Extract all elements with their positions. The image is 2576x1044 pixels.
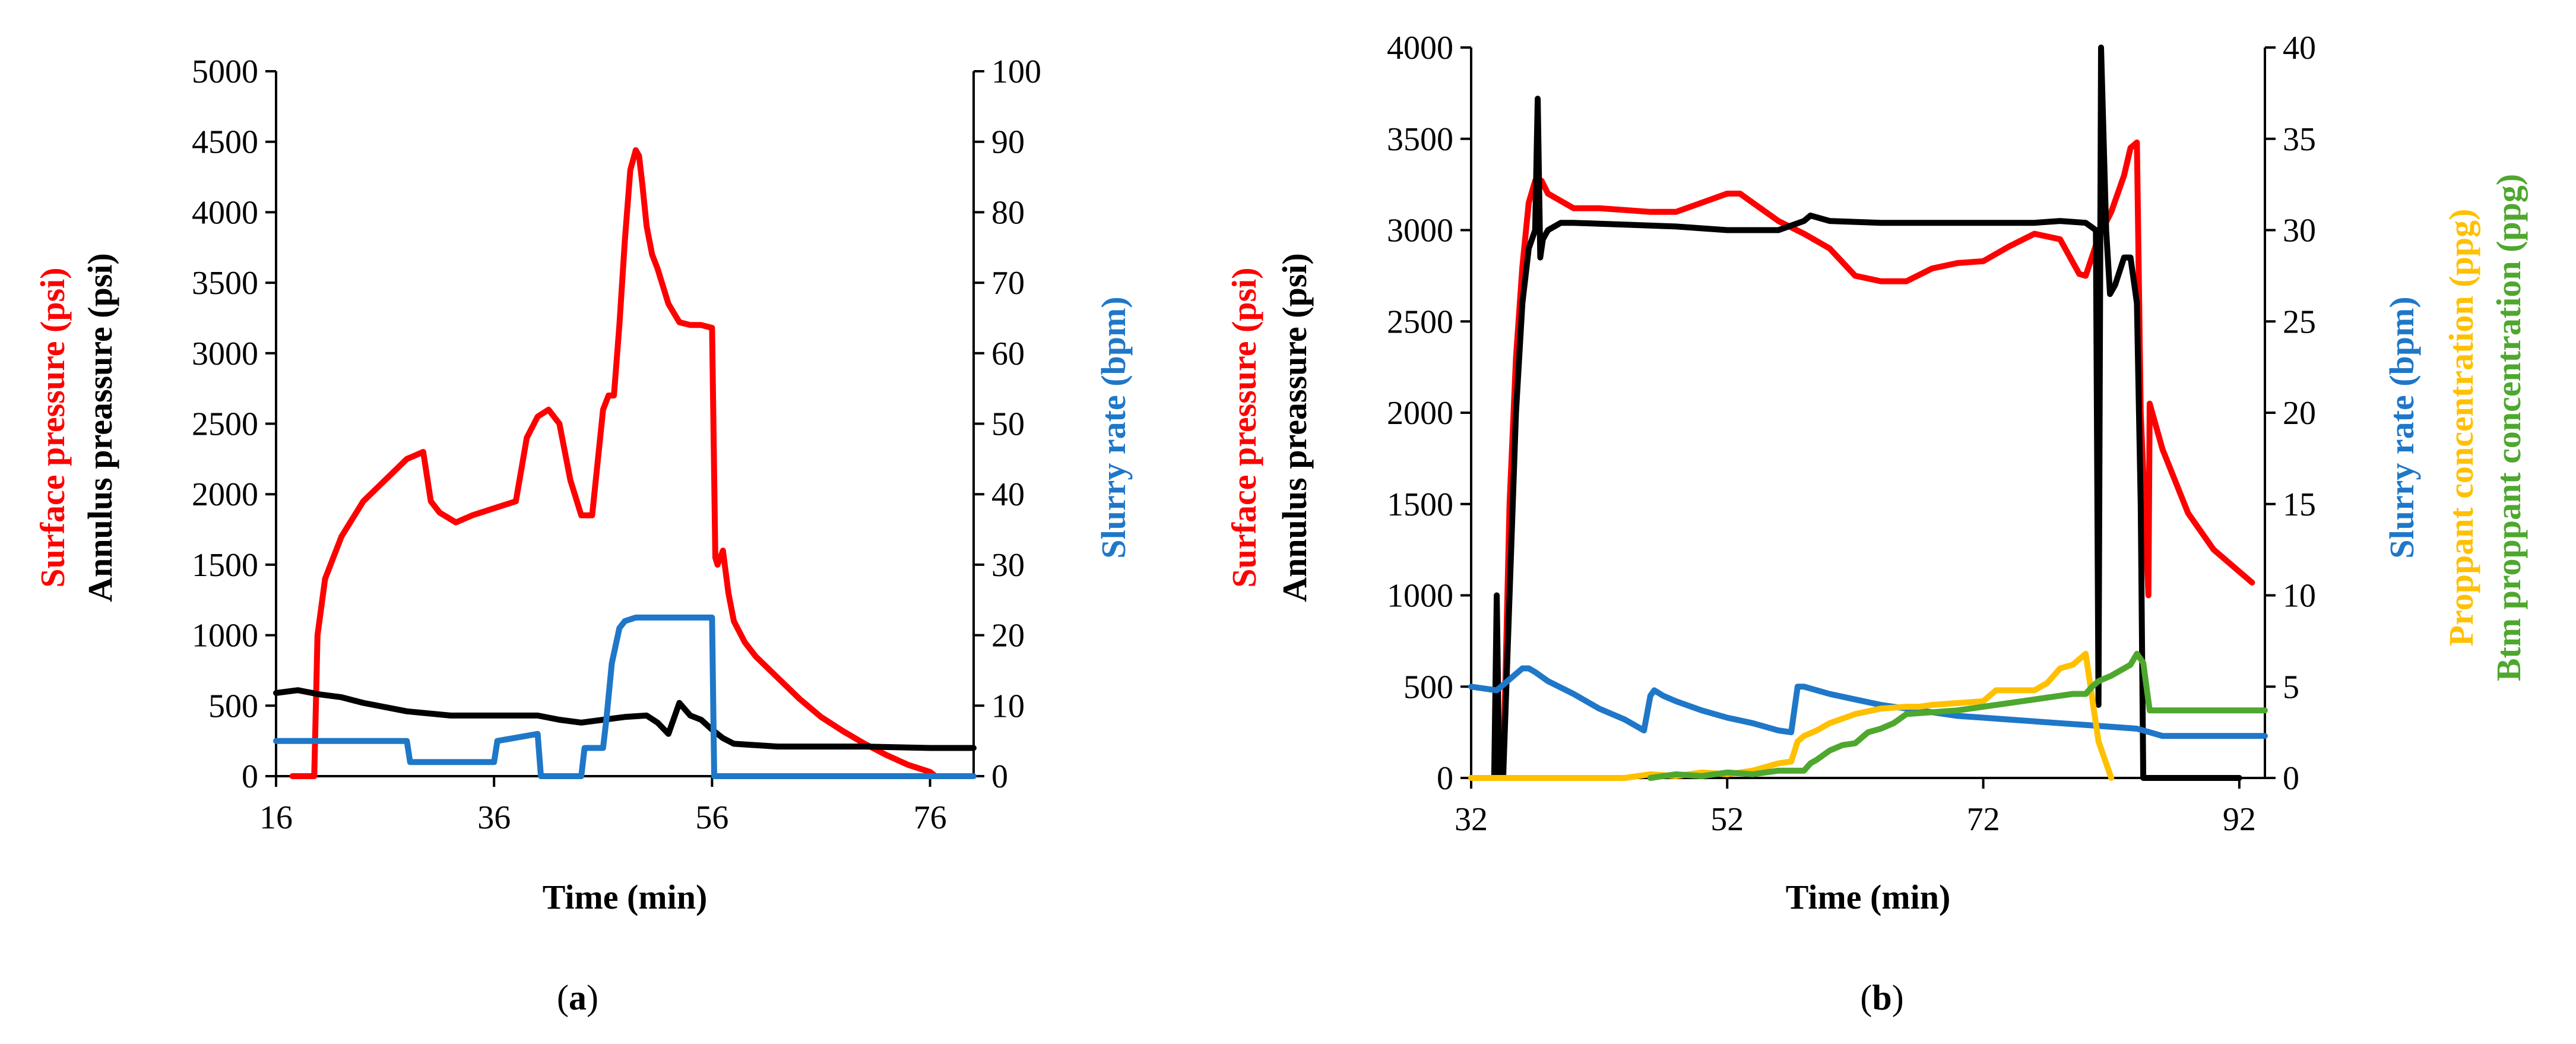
right-tick-label: 90 — [991, 124, 1025, 161]
x-tick-label: 32 — [1455, 801, 1488, 838]
subfigure-caption: (a) — [557, 978, 598, 1017]
right-tick-label: 30 — [991, 547, 1025, 584]
right-tick-label: 70 — [991, 265, 1025, 302]
left-tick-label: 4000 — [192, 194, 258, 231]
left-tick-label: 2500 — [1387, 303, 1453, 340]
right-tick-label: 30 — [2283, 213, 2316, 249]
left-tick-label: 2500 — [192, 406, 258, 443]
right-tick-label: 100 — [991, 53, 1041, 90]
left-tick-label: 500 — [1403, 669, 1453, 706]
x-tick-label: 92 — [2223, 801, 2256, 838]
left-tick-label: 3500 — [192, 265, 258, 302]
right-axis-title: Slurry rate (bpm) — [1094, 296, 1133, 558]
series-line-annulus — [273, 687, 977, 751]
right-axis-title: Slurry rate (bpm) — [2382, 296, 2421, 558]
right-tick-label: 15 — [2283, 486, 2316, 523]
left-axis-title: Surface pressure (psi) — [33, 267, 72, 587]
right-tick-label: 5 — [2283, 669, 2299, 706]
left-axis-title: Annulus preassure (psi) — [81, 253, 119, 602]
left-tick-label: 500 — [208, 688, 258, 725]
x-tick-label: 56 — [695, 799, 728, 836]
left-tick-label: 1500 — [192, 547, 258, 584]
right-tick-label: 20 — [2283, 395, 2316, 432]
left-tick-label: 4500 — [192, 124, 258, 161]
series-line-annulus — [1468, 45, 2242, 781]
left-tick-label: 4000 — [1387, 30, 1453, 67]
left-tick-label: 0 — [1437, 760, 1453, 797]
left-tick-label: 2000 — [192, 476, 258, 513]
right-axis-title: Btm proppant concentration (ppg) — [2489, 174, 2528, 681]
right-tick-label: 20 — [991, 618, 1025, 654]
left-axis-title: Annulus preassure (psi) — [1275, 253, 1314, 602]
chart-b: 0 500 1000 1500 2000 2500 3000 3500 4000 0 5 10 15 20… — [1225, 30, 2528, 1017]
left-tick-label: 1000 — [1387, 578, 1453, 615]
x-tick-label: 36 — [477, 799, 511, 836]
right-tick-label: 60 — [991, 336, 1025, 372]
right-tick-label: 0 — [2283, 760, 2299, 797]
left-tick-label: 3000 — [192, 336, 258, 372]
series-line-btm — [1647, 650, 2268, 781]
chart-a: 0500100015002000250030003500400045005000… — [33, 53, 1133, 1017]
right-tick-label: 10 — [991, 688, 1025, 725]
x-tick-label: 72 — [1967, 801, 2000, 838]
subfigure-caption: (b) — [1860, 978, 1903, 1017]
x-tick-label: 52 — [1710, 801, 1744, 838]
left-tick-label: 3000 — [1387, 213, 1453, 249]
right-tick-label: 40 — [991, 476, 1025, 513]
series-line-surface — [289, 147, 939, 779]
right-axis-title: Proppant concentration (ppg) — [2442, 209, 2480, 647]
left-tick-label: 5000 — [192, 53, 258, 90]
right-tick-label: 35 — [2283, 121, 2316, 158]
right-tick-label: 25 — [2283, 303, 2316, 340]
x-tick-label: 76 — [914, 799, 947, 836]
right-tick-label: 40 — [2283, 30, 2316, 67]
right-tick-label: 50 — [991, 406, 1025, 443]
series-line-slurry — [273, 614, 977, 779]
left-tick-label: 3500 — [1387, 121, 1453, 158]
left-tick-label: 2000 — [1387, 395, 1453, 432]
right-tick-label: 80 — [991, 194, 1025, 231]
left-tick-label: 1500 — [1387, 486, 1453, 523]
right-tick-label: 0 — [991, 758, 1008, 795]
left-tick-label: 1000 — [192, 618, 258, 654]
series-line-slurry — [1468, 665, 2268, 739]
left-axis-title: Surface pressure (psi) — [1225, 267, 1263, 587]
x-axis-title: Time (min) — [1786, 878, 1951, 916]
right-tick-label: 10 — [2283, 578, 2316, 615]
left-tick-label: 0 — [242, 758, 258, 795]
x-tick-label: 16 — [259, 799, 293, 836]
x-axis-title: Time (min) — [543, 878, 708, 916]
